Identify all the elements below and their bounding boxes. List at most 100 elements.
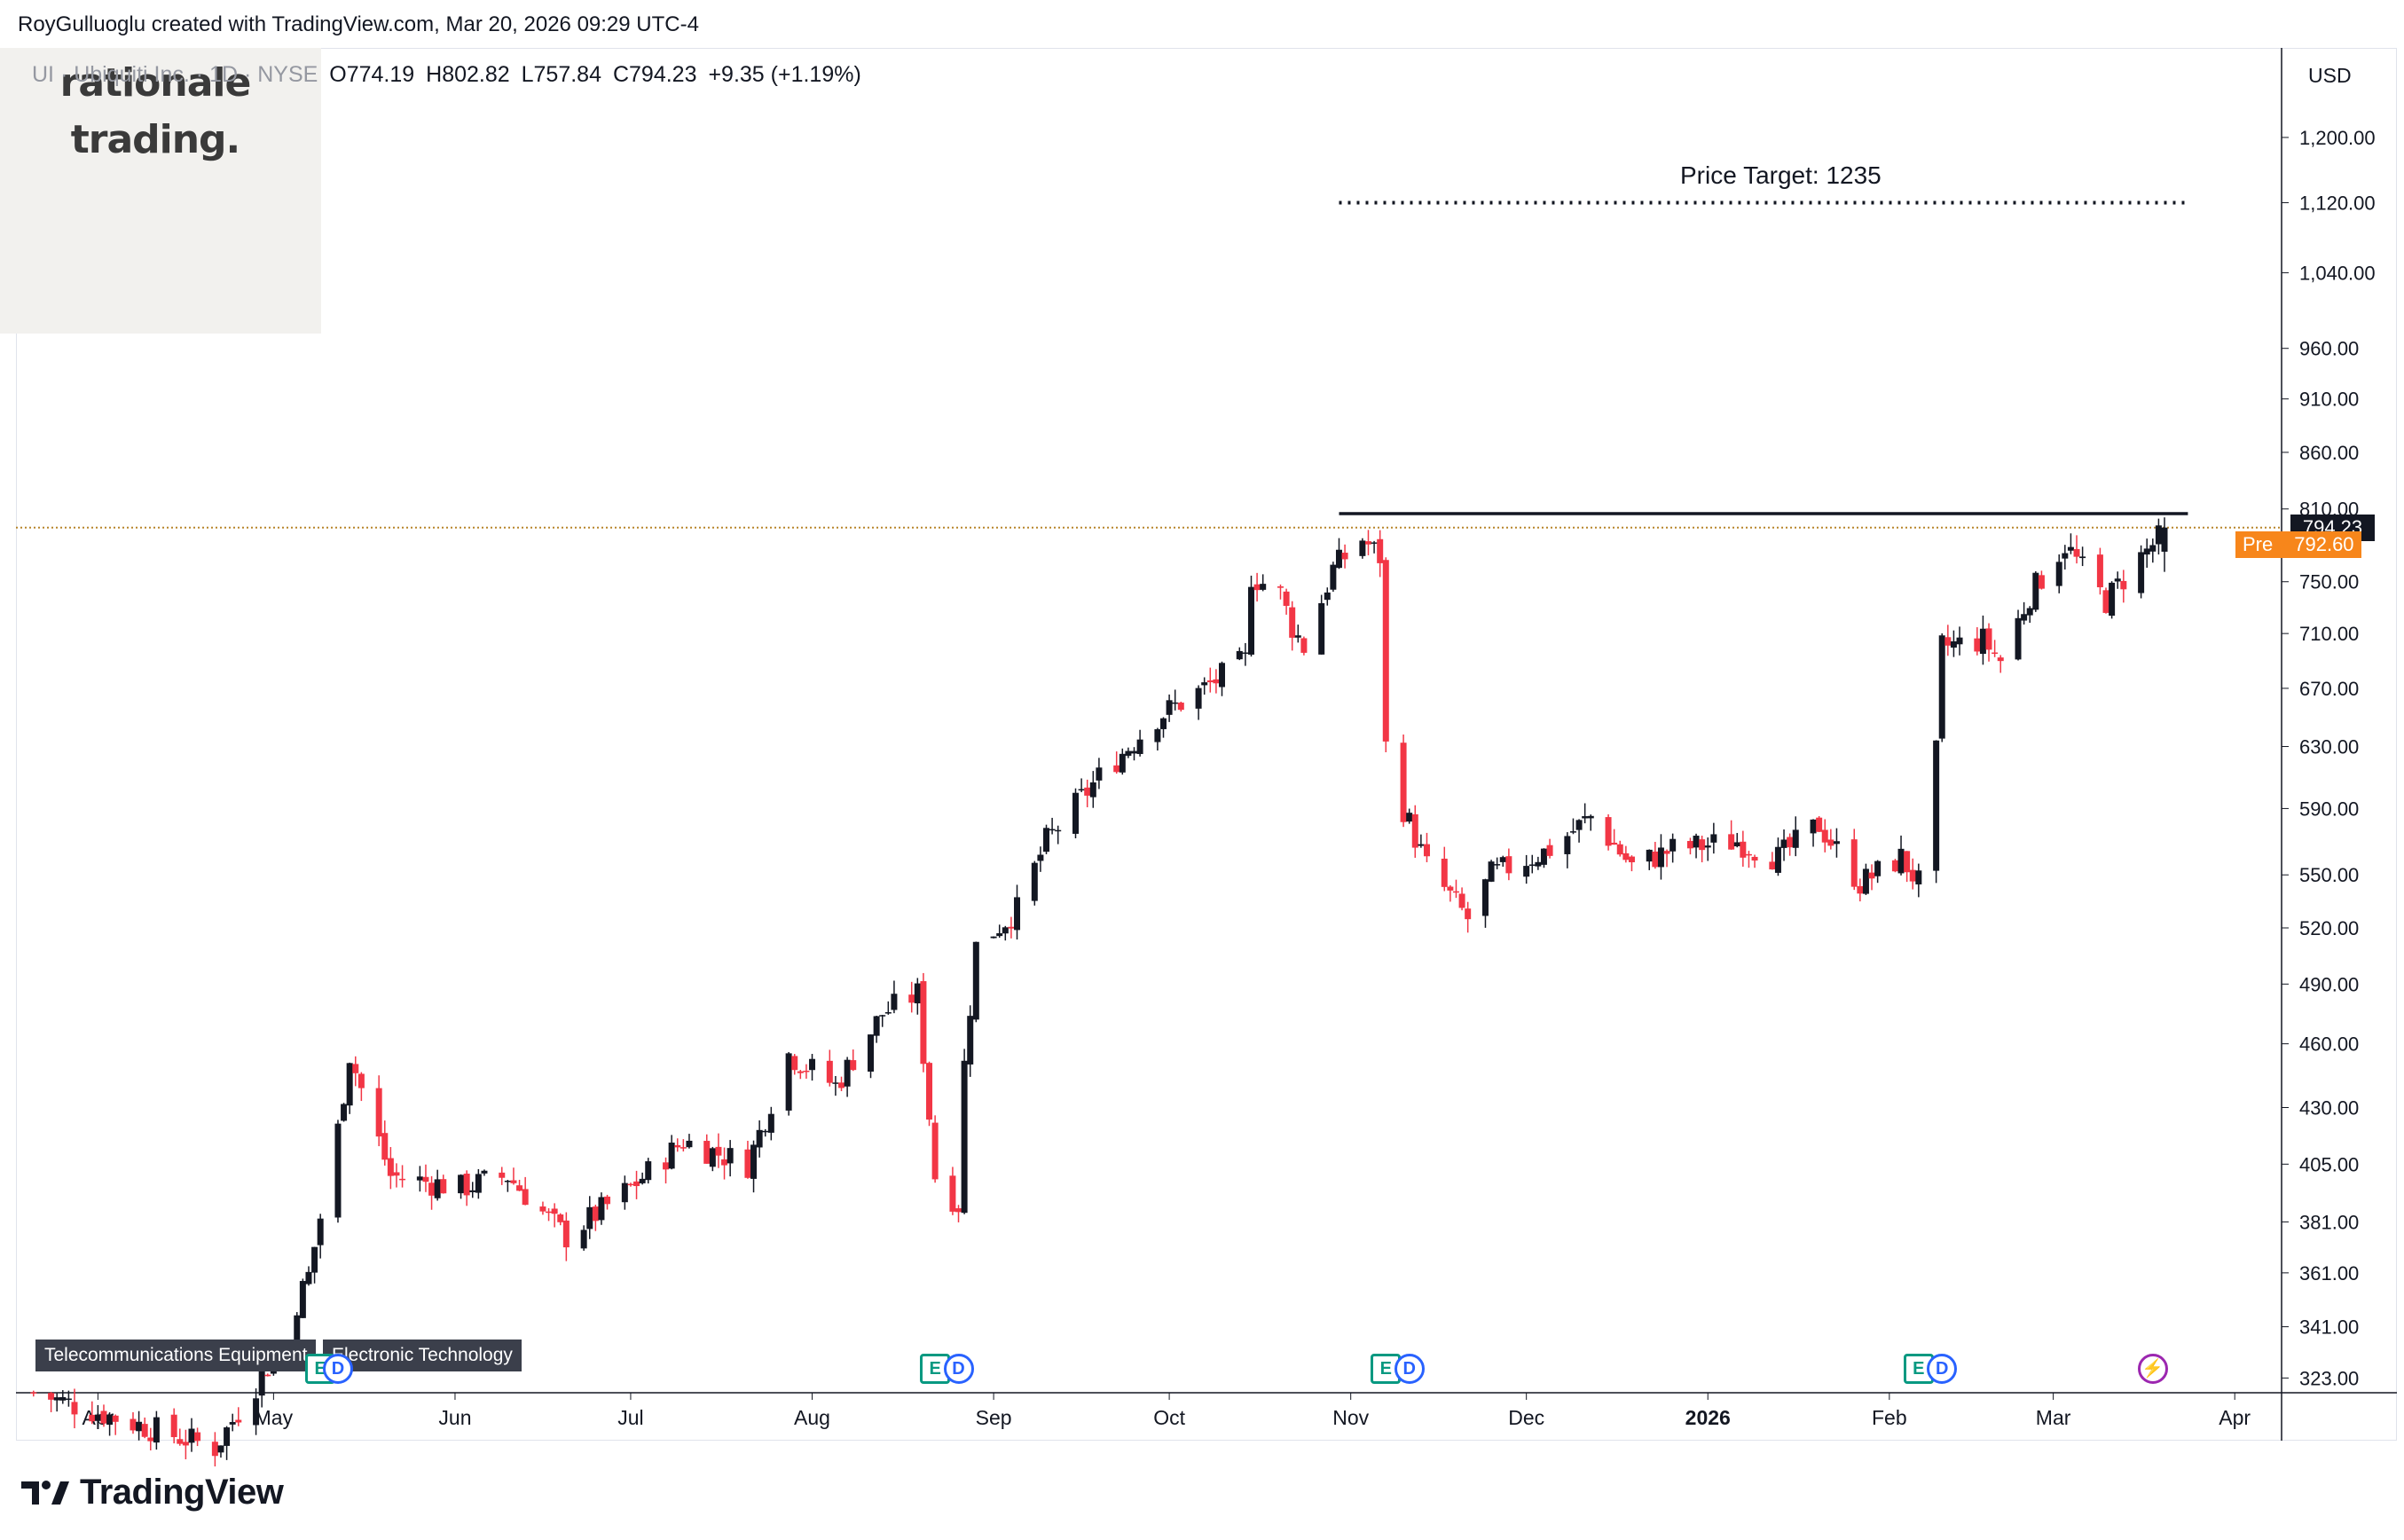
candle-body xyxy=(311,1246,318,1273)
candle-body xyxy=(516,1185,523,1191)
candle-body xyxy=(387,1158,394,1176)
candle-body xyxy=(1769,861,1776,870)
watermark-box xyxy=(0,48,321,334)
y-tick-label: 361.00 xyxy=(2299,1262,2359,1285)
sector-tag[interactable]: Telecommunications Equipment xyxy=(35,1340,317,1371)
candle-body xyxy=(253,1398,260,1426)
candle-body xyxy=(1125,750,1132,756)
candle-body xyxy=(1546,845,1553,856)
y-tick-label: 405.00 xyxy=(2299,1153,2359,1175)
candle-body xyxy=(1406,813,1413,822)
candle-body xyxy=(59,1396,67,1401)
dividend-icon[interactable]: D xyxy=(943,1354,974,1384)
y-tick-label: 430.00 xyxy=(2299,1096,2359,1119)
candle-body xyxy=(1037,854,1044,861)
dividend-icon[interactable]: D xyxy=(322,1354,353,1384)
industry-tag[interactable]: Electronic Technology xyxy=(323,1340,522,1371)
candle-body xyxy=(884,1012,892,1014)
candle-body xyxy=(1833,841,1840,845)
candle-body xyxy=(1646,849,1653,862)
candle-body xyxy=(1810,819,1817,834)
candle-body xyxy=(750,1144,758,1179)
candle-body xyxy=(1154,729,1161,742)
candle-body xyxy=(1575,820,1583,830)
chart-frame xyxy=(16,48,2397,1441)
candle-body xyxy=(1213,679,1220,684)
candle-body xyxy=(767,1113,774,1133)
candle-body xyxy=(832,1082,839,1084)
candle-body xyxy=(2109,582,2116,617)
candle-body xyxy=(2138,552,2145,593)
x-tick-label: Oct xyxy=(1153,1406,1185,1429)
x-tick-label: 2026 xyxy=(1685,1406,1731,1429)
candle-body xyxy=(1622,852,1630,860)
split-lightning-icon[interactable]: ⚡ xyxy=(2137,1354,2168,1384)
candle-body xyxy=(1341,553,1348,560)
candle-body xyxy=(352,1064,359,1073)
candle-body xyxy=(1247,586,1254,655)
candle-body xyxy=(357,1073,365,1088)
candle-body xyxy=(1780,839,1787,848)
candle-body xyxy=(1787,837,1794,848)
candle-body xyxy=(1564,836,1571,854)
candle-body xyxy=(1733,842,1740,847)
candle-body xyxy=(908,994,915,1003)
candle-body xyxy=(53,1397,60,1401)
symbol-info[interactable]: UI · Ubiquiti Inc. · 1D · NYSE xyxy=(32,62,318,87)
candle-body xyxy=(1049,829,1056,831)
chart-credit: RoyGulluoglu created with TradingView.co… xyxy=(18,12,699,36)
candle-body xyxy=(1330,564,1337,590)
candle-body xyxy=(1535,861,1542,867)
candle-body xyxy=(1821,829,1828,843)
candle-body xyxy=(1868,872,1875,879)
candle-body xyxy=(744,1149,751,1178)
candle-body xyxy=(1159,718,1167,729)
candle-body xyxy=(305,1271,312,1285)
candle-body xyxy=(785,1053,792,1111)
logo-line-1: rationale xyxy=(59,60,252,106)
x-tick-label: Feb xyxy=(1872,1406,1907,1429)
y-tick-label: 1,040.00 xyxy=(2299,262,2376,284)
candle-body xyxy=(879,1015,886,1017)
candle-body xyxy=(1933,740,1940,871)
candle-body xyxy=(258,1371,265,1396)
candle-body xyxy=(71,1402,78,1415)
rationale-trading-logo: rationale trading. xyxy=(0,55,310,169)
candle-body xyxy=(1874,860,1882,876)
candle-body xyxy=(1447,886,1454,891)
candle-body xyxy=(475,1174,482,1193)
candle-body xyxy=(539,1206,546,1212)
premarket-price-label: Pre 792.60 xyxy=(2235,530,2361,558)
tradingview-brand[interactable]: TradingView xyxy=(21,1473,284,1512)
candle-body xyxy=(586,1206,593,1230)
candle-body xyxy=(990,936,997,939)
price-target-label: Price Target: 1235 xyxy=(1680,161,1882,189)
y-tick-label: 341.00 xyxy=(2299,1316,2359,1339)
y-tick-label: 1,120.00 xyxy=(2299,192,2376,214)
dividend-icon[interactable]: D xyxy=(1394,1354,1425,1384)
candle-body xyxy=(522,1189,529,1206)
candle-body xyxy=(2102,590,2109,613)
candle-body xyxy=(633,1181,640,1187)
currency-label[interactable]: USD xyxy=(2308,64,2352,87)
candle-body xyxy=(1172,702,1179,704)
premarket-tag: Pre xyxy=(2243,532,2274,555)
x-tick-label: Jul xyxy=(617,1406,643,1429)
candle-body xyxy=(1131,750,1138,754)
candle-body xyxy=(1084,787,1091,796)
candle-body xyxy=(1582,816,1589,819)
candle-body xyxy=(1862,868,1869,894)
dividend-icon[interactable]: D xyxy=(1927,1354,1958,1384)
candle-body xyxy=(504,1180,511,1182)
candle-body xyxy=(1072,792,1080,834)
candle-body xyxy=(668,1143,675,1169)
legend-high: H802.82 xyxy=(426,62,510,87)
candle-body xyxy=(1699,839,1706,851)
candle-body xyxy=(2067,546,2074,551)
candle-body xyxy=(627,1183,634,1186)
candle-body xyxy=(182,1442,189,1446)
candle-body xyxy=(1002,927,1009,934)
candle-body xyxy=(229,1422,236,1425)
y-tick-label: 910.00 xyxy=(2299,389,2359,411)
